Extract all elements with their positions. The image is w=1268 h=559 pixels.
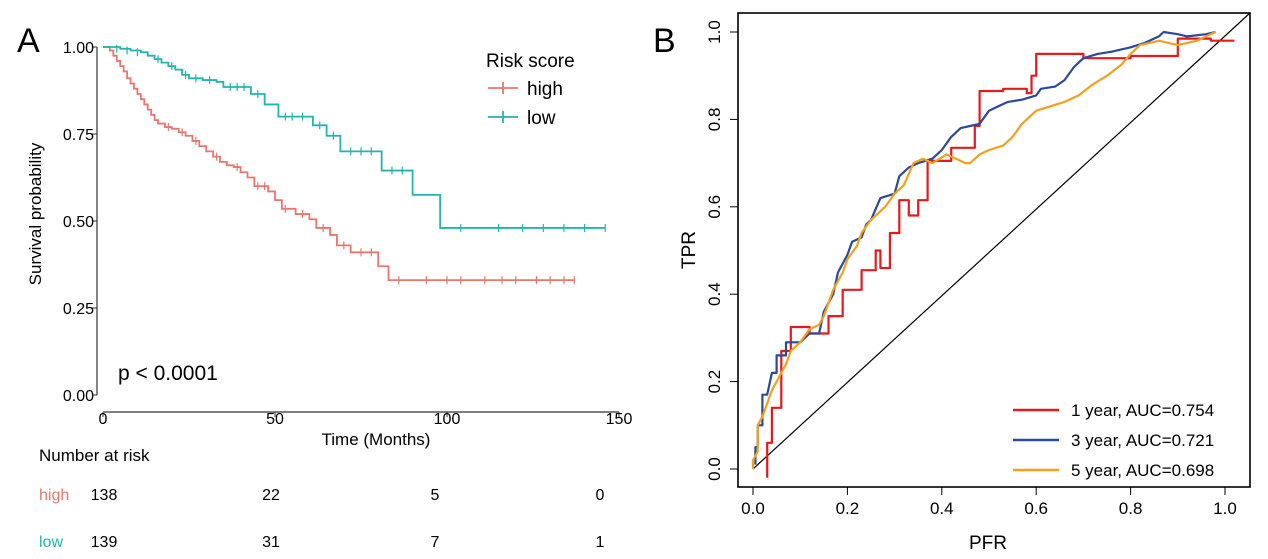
km-x-tick-label: 0 [99,411,108,428]
km-legend-label-high: high [527,79,563,100]
risk-count-low: 7 [431,534,440,551]
km-curves [103,44,606,285]
km-y-tick-label: 0.00 [63,388,94,405]
roc-diagonal-reference-line [752,12,1251,470]
roc-y-tick-label: 0.0 [705,457,724,481]
km-y-tick-label: 0.75 [63,127,94,144]
roc-x-tick-label: 0.8 [1119,499,1143,518]
roc-x-tick-label: 0.4 [930,499,954,518]
roc-legend-label-3: 5 year, AUC=0.698 [1071,461,1214,480]
roc-legend: 1 year, AUC=0.754 3 year, AUC=0.721 5 year… [1013,401,1214,480]
km-series-high-line [103,46,575,282]
roc-x-tick-label: 0.6 [1024,499,1048,518]
roc-legend-label-2: 3 year, AUC=0.721 [1071,431,1214,450]
risk-count-high: 138 [91,487,118,504]
km-series-low-line [103,46,606,229]
roc-x-axis-title: PFR [969,533,1007,554]
roc-axes: 0.0 0.2 0.4 0.6 0.8 1.0 0.0 0.2 0.4 0.6 0.8 1.0 [705,20,1237,518]
km-legend-title: Risk score [486,51,575,72]
risk-count-high: 5 [431,487,440,504]
roc-series-2-line [754,30,1216,465]
roc-y-tick-label: 0.6 [705,195,724,219]
km-y-tick-label: 1.00 [63,40,94,57]
roc-plot-frame [737,12,1251,488]
roc-y-axis-title: TPR [679,231,700,269]
km-y-tick-label: 0.25 [63,301,94,318]
roc-x-tick-label: 0.0 [741,499,765,518]
risk-count-low: 1 [596,534,605,551]
roc-y-tick-label: 0.4 [705,282,724,306]
km-x-tick-label: 150 [606,411,633,428]
risk-row-label-high: high [39,487,69,504]
panel-a-label: A [17,22,40,60]
risk-count-high: 0 [596,487,605,504]
km-axes: 0 50 100 150 0.00 0.25 0.50 0.75 1.00 [63,40,633,428]
risk-table-title: Number at risk [39,446,150,465]
roc-series-1-line [766,37,1235,478]
roc-y-tick-label: 0.8 [705,108,724,132]
km-y-axis-title: Survival probability [26,142,45,285]
risk-table: Number at risk high 138 22 5 0 low 139 31 7 1 [39,446,605,551]
roc-y-tick-label: 0.2 [705,370,724,394]
km-y-tick-label: 0.50 [63,214,94,231]
km-x-tick-label: 50 [266,411,284,428]
risk-row-label-low: low [39,534,63,551]
roc-legend-label-1: 1 year, AUC=0.754 [1071,401,1214,420]
risk-count-low: 31 [262,534,280,551]
risk-count-low: 139 [91,534,118,551]
km-legend-label-low: low [527,108,556,129]
roc-curves [751,12,1251,478]
km-x-axis-title: Time (Months) [322,430,431,449]
risk-count-high: 22 [262,487,280,504]
km-x-tick-label: 100 [434,411,461,428]
km-pvalue-annotation: p < 0.0001 [118,362,218,385]
risk-table-rows: high 138 22 5 0 low 139 31 7 1 [39,487,605,551]
panel-b: B 0.0 0.2 0.4 0.6 0.8 1.0 0.0 0.2 0.4 0.6 0.8 1.0 T… [653,12,1251,554]
panel-b-label: B [653,22,676,60]
roc-series-3-line [751,31,1217,469]
km-legend-items: high low [488,79,563,129]
roc-x-tick-label: 0.2 [836,499,860,518]
km-legend: Risk score high low [486,51,575,129]
roc-x-tick-label: 1.0 [1213,499,1237,518]
roc-y-tick-label: 1.0 [705,20,724,44]
